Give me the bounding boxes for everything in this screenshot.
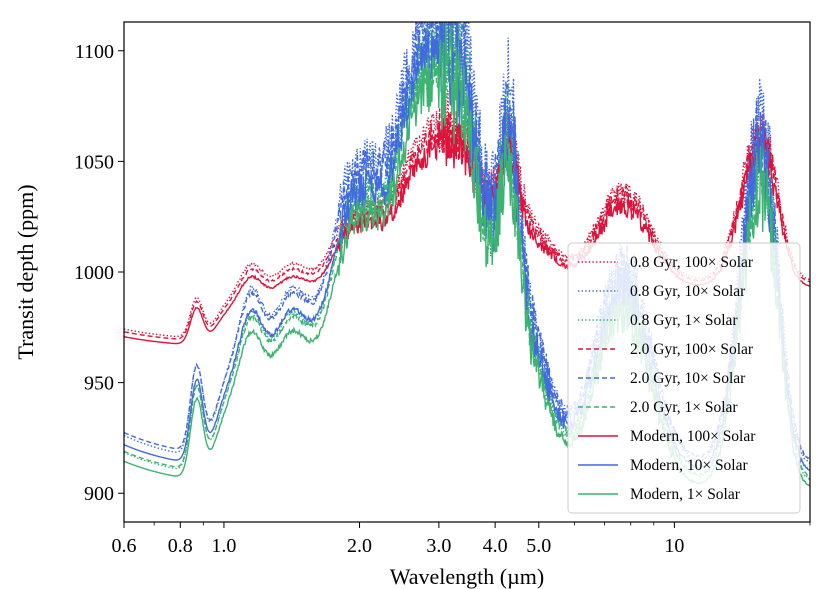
- legend: 0.8 Gyr, 100× Solar 0.8 Gyr, 10× Solar 0.8…: [567, 242, 801, 514]
- x-tick-label: 10: [664, 535, 684, 557]
- y-tick-label: 950: [84, 373, 114, 395]
- y-tick-label: 1000: [74, 262, 114, 284]
- x-tick-label: 3.0: [426, 535, 451, 557]
- legend-label: 2.0 Gyr, 1× Solar: [630, 399, 738, 416]
- y-tick-label: 1100: [75, 41, 114, 63]
- legend-label: Modern, 100× Solar: [630, 428, 756, 445]
- series-line: [124, 22, 810, 460]
- legend-label: Modern, 10× Solar: [630, 457, 748, 474]
- y-tick-label: 900: [84, 483, 114, 505]
- x-tick-label: 4.0: [483, 535, 508, 557]
- x-tick-label: 0.6: [112, 535, 137, 557]
- y-tick-label: 1050: [74, 151, 114, 173]
- y-axis-title: Transit depth (ppm): [13, 184, 38, 359]
- x-tick-label: 1.0: [211, 535, 236, 557]
- x-tick-label: 5.0: [526, 535, 551, 557]
- x-axis-title: Wavelength (µm): [390, 564, 544, 589]
- legend-label: 0.8 Gyr, 1× Solar: [630, 312, 738, 329]
- x-tick-label: 0.8: [168, 535, 193, 557]
- x-tick-label: 2.0: [347, 535, 372, 557]
- legend-label: 0.8 Gyr, 100× Solar: [630, 254, 754, 271]
- legend-label: 2.0 Gyr, 10× Solar: [630, 370, 746, 387]
- legend-label: Modern, 1× Solar: [630, 486, 741, 503]
- legend-label: 2.0 Gyr, 100× Solar: [630, 341, 754, 358]
- axes-layer: 0.6 0.8 1.0 2.0 3.0 4.0 5.0 10 900 950 1000 1050 110…: [74, 41, 811, 557]
- legend-label: 0.8 Gyr, 10× Solar: [630, 283, 746, 300]
- legend-box: [567, 242, 801, 514]
